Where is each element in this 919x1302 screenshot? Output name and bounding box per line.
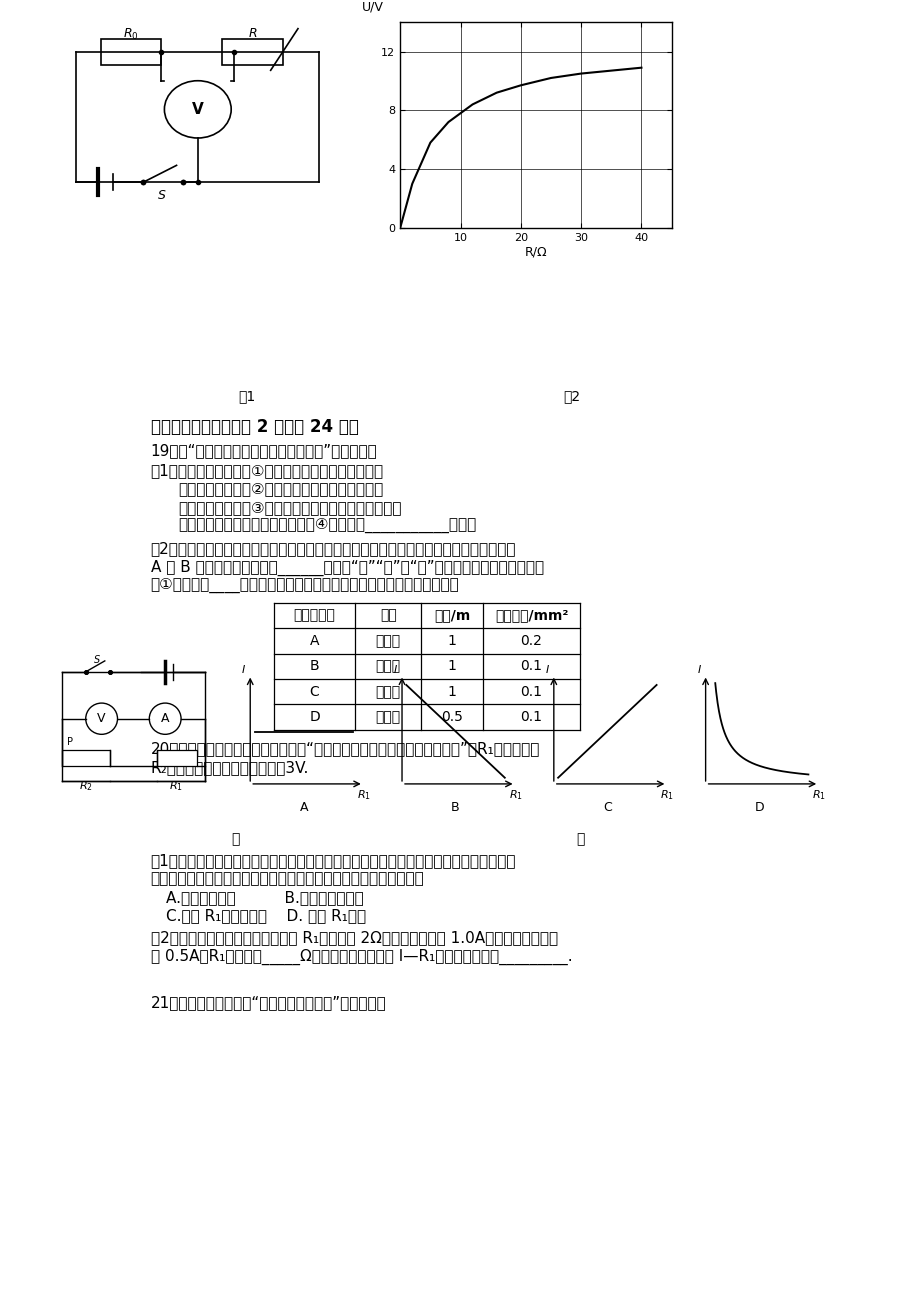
Text: （2）现有金属材料甲和金属材料乙制成的各种不同规格的金属丝，规格如右表。选用导线: （2）现有金属材料甲和金属材料乙制成的各种不同规格的金属丝，规格如右表。选用导线 [151, 542, 516, 556]
Text: $R_1$: $R_1$ [811, 788, 825, 802]
Circle shape [165, 81, 231, 138]
Bar [221, 39, 282, 65]
Text: C: C [602, 801, 611, 814]
Text: 金属甲: 金属甲 [375, 659, 401, 673]
Text: 为 0.5A，R₁的阵值是_____Ω，多次测量后，作出 I—R₁图象是图乙中的_________.: 为 0.5A，R₁的阵值是_____Ω，多次测量后，作出 I—R₁图象是图乙中的… [151, 949, 572, 965]
Text: 乙同学的猜想是：②电阵可能与导体的温度有关。: 乙同学的猜想是：②电阵可能与导体的温度有关。 [178, 482, 383, 496]
Text: A 和 B 进行实验，可以探究______（选填“甲”“乙”或“丙”）同学的猜想。要想探究猜: A 和 B 进行实验，可以探究______（选填“甲”“乙”或“丙”）同学的猜想… [151, 560, 543, 575]
Text: 金属丝代号: 金属丝代号 [293, 608, 335, 622]
Text: 0.1: 0.1 [520, 685, 542, 699]
Text: 乙: 乙 [575, 832, 584, 846]
Text: 横截面积/mm²: 横截面积/mm² [494, 608, 568, 622]
Text: 21．某物理学习小组在“测量定值电阵阵值”的实验中：: 21．某物理学习小组在“测量定值电阵阵值”的实验中： [151, 996, 386, 1010]
Text: 材料: 材料 [380, 608, 396, 622]
Text: P: P [67, 737, 73, 747]
Text: 0.2: 0.2 [520, 634, 542, 648]
Text: $R_2$: $R_2$ [79, 779, 93, 793]
Text: R₂为滑动变阵器，电源电压恒为3V.: R₂为滑动变阵器，电源电压恒为3V. [151, 760, 309, 775]
Text: 根据你掌握的电学知识，你认为：④电阵还与___________有关。: 根据你掌握的电学知识，你认为：④电阵还与___________有关。 [178, 518, 476, 534]
Text: D: D [309, 710, 320, 724]
Text: 三、实验探究题（每空 2 分，共 24 分）: 三、实验探究题（每空 2 分，共 24 分） [151, 418, 358, 436]
Bar [62, 750, 109, 766]
Text: 想①应该选用____（选上面表格中导线的字母代号）两根导线进行实验。: 想①应该选用____（选上面表格中导线的字母代号）两根导线进行实验。 [151, 578, 459, 594]
Text: 金属乙: 金属乙 [375, 685, 401, 699]
Text: I: I [393, 664, 397, 674]
Text: B: B [310, 659, 319, 673]
Text: A: A [300, 801, 308, 814]
Text: $R_1$: $R_1$ [660, 788, 674, 802]
Text: （1）甲同学的猜想是：①电阵可能与导体的材料有关。: （1）甲同学的猜想是：①电阵可能与导体的材料有关。 [151, 462, 383, 478]
Text: 甲: 甲 [231, 832, 239, 846]
Text: B: B [450, 801, 460, 814]
Text: 0.5: 0.5 [441, 710, 462, 724]
Text: 图1: 图1 [238, 389, 255, 404]
Text: $R_1$: $R_1$ [169, 779, 183, 793]
Text: I: I [242, 664, 245, 674]
Text: （1）探究电流与电压的关系时，连接好电路后，闭合开关，发现电流表无示数，移动滑动: （1）探究电流与电压的关系时，连接好电路后，闭合开关，发现电流表无示数，移动滑动 [151, 853, 516, 868]
Text: D: D [754, 801, 763, 814]
Text: V: V [192, 102, 203, 117]
Text: 金属乙: 金属乙 [375, 710, 401, 724]
Text: 1: 1 [448, 634, 456, 648]
Bar [157, 750, 197, 766]
Text: V: V [97, 712, 106, 725]
X-axis label: R/Ω: R/Ω [524, 246, 547, 259]
Text: S: S [157, 189, 165, 202]
Text: C.电阵 R₁处接触不良    D. 电阵 R₁短路: C.电阵 R₁处接触不良 D. 电阵 R₁短路 [166, 909, 366, 923]
Text: A: A [161, 712, 169, 725]
Text: C: C [310, 685, 319, 699]
Text: 丙同学的猜想是：③电阵可能与导体的横截面积有关。: 丙同学的猜想是：③电阵可能与导体的横截面积有关。 [178, 500, 402, 514]
Circle shape [85, 703, 118, 734]
Text: （2）探究电流与电阵的关系时，当 R₁的阵值是 2Ω，电流表示数是 1.0A，要使电流表示数: （2）探究电流与电阵的关系时，当 R₁的阵值是 2Ω，电流表示数是 1.0A，要… [151, 930, 557, 945]
Text: A.电流表损坏了          B.滑动变阵器短路: A.电流表损坏了 B.滑动变阵器短路 [166, 891, 364, 905]
Text: $R_0$: $R_0$ [123, 27, 139, 43]
Text: 变阵器，发现电压表示数始终接近电源电压，原因可能是（　．　）: 变阵器，发现电压表示数始终接近电源电压，原因可能是（ ． ） [151, 871, 424, 887]
Text: $R_1$: $R_1$ [357, 788, 370, 802]
Bar [100, 39, 161, 65]
Text: 长度/m: 长度/m [434, 608, 470, 622]
Text: 0.1: 0.1 [520, 659, 542, 673]
Text: S: S [94, 655, 100, 664]
Text: 金属甲: 金属甲 [375, 634, 401, 648]
Text: $R_1$: $R_1$ [508, 788, 522, 802]
Text: I: I [545, 664, 549, 674]
Text: 图2: 图2 [563, 389, 580, 404]
Text: 20．小敏同学用甲图所示的电路探究“通过导体的电流与电压、电阵的关系”，R₁为电阵筱，: 20．小敏同学用甲图所示的电路探究“通过导体的电流与电压、电阵的关系”，R₁为电… [151, 741, 539, 756]
Circle shape [149, 703, 181, 734]
Y-axis label: U/V: U/V [362, 1, 383, 14]
Text: 1: 1 [448, 659, 456, 673]
Text: 1: 1 [448, 685, 456, 699]
Text: I: I [697, 664, 700, 674]
Text: $R$: $R$ [247, 27, 257, 40]
Text: A: A [310, 634, 319, 648]
Text: 0.1: 0.1 [520, 710, 542, 724]
Text: 19．在“探究导体的电阵跟哪些因素有关”的实验中：: 19．在“探究导体的电阵跟哪些因素有关”的实验中： [151, 443, 377, 458]
